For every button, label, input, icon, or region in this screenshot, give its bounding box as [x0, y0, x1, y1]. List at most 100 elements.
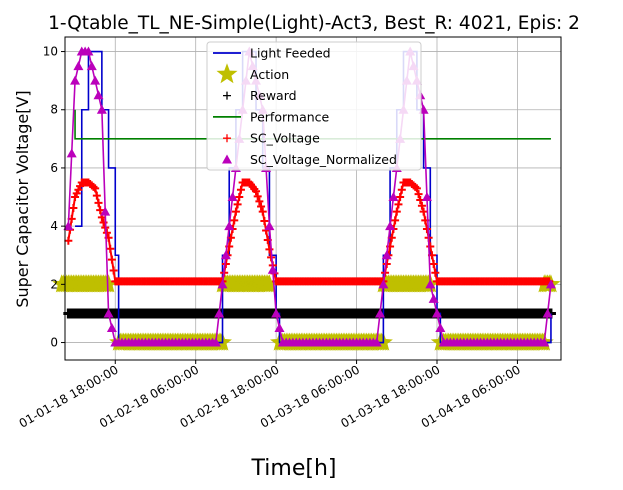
sc-voltage-marker	[91, 184, 100, 193]
sc-voltage-marker	[396, 193, 405, 202]
sc-voltage-normalized-marker	[274, 322, 285, 332]
legend-label: SC_Voltage_Normalized	[250, 152, 397, 167]
sc-voltage-normalized-marker	[73, 61, 84, 71]
y-tick-label: 2	[50, 277, 58, 291]
legend-handle	[222, 154, 232, 164]
sc-voltage-normalized-marker	[224, 221, 235, 231]
sc-voltage-normalized-marker	[388, 192, 399, 202]
y-tick-label: 8	[50, 103, 58, 117]
sc-voltage-marker	[426, 242, 435, 251]
legend-box	[206, 41, 422, 171]
sc-voltage-marker	[397, 185, 406, 194]
sc-voltage-normalized-marker	[210, 337, 221, 347]
sc-voltage-marker	[107, 255, 116, 264]
sc-voltage-marker	[255, 197, 264, 206]
sc-voltage-normalized-marker	[227, 192, 238, 202]
action-marker	[99, 274, 119, 293]
sc-voltage-normalized-marker	[435, 322, 446, 332]
sc-voltage-normalized-marker	[96, 104, 107, 114]
sc-voltage-marker	[417, 201, 426, 210]
legend-handle	[216, 63, 238, 84]
legend-handle	[223, 134, 231, 143]
sc-voltage-normalized-marker	[378, 279, 389, 289]
sc-voltage-normalized-marker	[381, 250, 392, 260]
sc-voltage-marker	[422, 225, 431, 234]
sc-voltage-marker	[102, 228, 111, 237]
sc-voltage-marker	[64, 236, 73, 245]
sc-voltage-marker	[260, 217, 269, 226]
sc-voltage-normalized-marker	[375, 308, 386, 318]
sc-voltage-normalized-marker	[545, 279, 556, 289]
sc-voltage-normalized-marker	[271, 308, 282, 318]
sc-voltage-normalized-marker	[371, 337, 382, 347]
sc-voltage-line	[67, 181, 551, 283]
sc-voltage-marker	[258, 207, 267, 216]
sc-voltage-normalized-marker	[421, 192, 432, 202]
sc-voltage-normalized-marker	[93, 90, 104, 100]
sc-voltage-normalized-marker	[385, 221, 396, 231]
sc-voltage-marker	[431, 268, 440, 277]
sc-voltage-marker	[235, 193, 244, 202]
sc-voltage-marker	[392, 207, 401, 216]
sc-voltage-marker	[412, 184, 421, 193]
sc-voltage-normalized-marker	[70, 75, 81, 85]
sc-voltage-marker	[94, 198, 103, 207]
legend-label: SC_Voltage	[250, 131, 320, 146]
sc-voltage-normalized-marker	[217, 279, 228, 289]
sc-voltage-marker	[231, 207, 240, 216]
sc-voltage-marker	[236, 185, 245, 194]
y-tick-label: 0	[50, 336, 58, 350]
sc-voltage-normalized-marker	[86, 61, 97, 71]
sc-voltage-normalized-marker	[432, 308, 442, 318]
sc-voltage-normalized-marker	[66, 148, 77, 158]
sc-voltage-marker	[257, 202, 266, 211]
sc-voltage-normalized-marker	[425, 279, 436, 289]
plot-series	[52, 46, 561, 351]
sc-voltage-normalized-marker	[539, 337, 550, 347]
sc-voltage-normalized-marker	[428, 293, 439, 303]
sc-voltage-normalized-marker	[63, 221, 74, 231]
sc-voltage-marker	[233, 200, 242, 209]
sc-voltage-marker	[265, 245, 274, 254]
sc-voltage-marker	[252, 187, 261, 196]
legend-label: Light Feeded	[250, 46, 331, 61]
sc-voltage-marker	[429, 259, 438, 268]
chart-title: 1-Qtable_TL_NE-Simple(Light)-Act3, Best_…	[48, 13, 580, 34]
sc-voltage-normalized-marker	[106, 322, 117, 332]
sc-voltage-normalized-marker	[264, 221, 275, 231]
y-tick-label: 6	[50, 161, 58, 175]
y-tick-label: 10	[43, 45, 58, 59]
sc-voltage-normalized-marker	[83, 46, 94, 56]
legend-label: Action	[250, 67, 289, 82]
sc-voltage-marker	[414, 190, 423, 199]
legend-label: Reward	[250, 88, 297, 103]
sc-voltage-normalized-marker	[100, 206, 111, 216]
sc-voltage-normalized-marker	[267, 264, 278, 274]
legend-label: Performance	[250, 109, 330, 124]
sc-voltage-normalized-marker	[220, 250, 231, 260]
y-axis-label: Super Capacitor Voltage[V]	[13, 90, 32, 307]
sc-voltage-normalized-marker	[542, 308, 553, 318]
sc-voltage-marker	[391, 216, 400, 225]
sc-voltage-marker	[92, 191, 101, 200]
sc-voltage-normalized-marker	[103, 308, 114, 318]
sc-voltage-marker	[109, 266, 118, 275]
y-tick-label: 4	[50, 219, 58, 233]
plot-frame	[64, 36, 562, 361]
y-axis-ticks: 0 2 4 6 8 10	[43, 45, 65, 350]
sc-voltage-marker	[106, 244, 115, 253]
action-marker	[259, 274, 279, 293]
legend: Light Feeded Action Reward Performance SC_Vo…	[206, 41, 422, 171]
sc-voltage-normalized-marker	[90, 75, 101, 85]
sc-voltage-marker	[69, 203, 78, 212]
sc-voltage-marker	[230, 216, 239, 225]
x-axis-label: Time[h]	[251, 456, 337, 481]
legend-handle	[223, 91, 231, 100]
sc-voltage-normalized-marker	[214, 308, 225, 318]
sc-voltage-marker	[253, 192, 262, 201]
sc-voltage-marker	[394, 200, 403, 209]
sc-voltage-marker	[96, 206, 105, 215]
sc-voltage-marker	[419, 207, 428, 216]
